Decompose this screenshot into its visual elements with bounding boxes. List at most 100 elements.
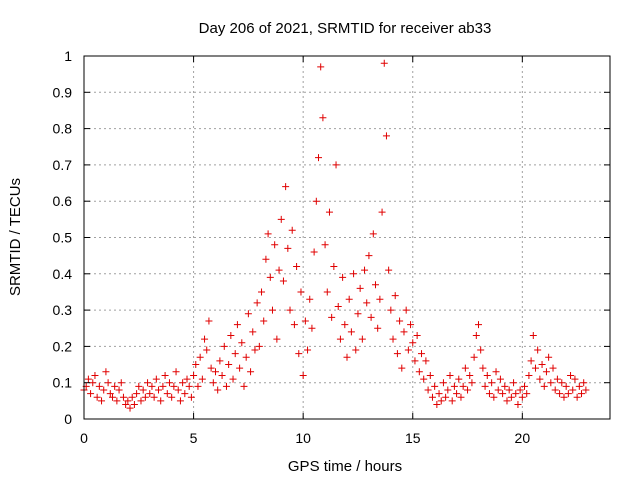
data-points	[80, 59, 590, 412]
data-point	[139, 386, 147, 394]
data-point	[457, 393, 465, 401]
data-point	[453, 390, 461, 398]
data-point	[196, 353, 204, 361]
data-point	[525, 371, 533, 379]
data-point	[315, 154, 323, 162]
data-point	[415, 368, 423, 376]
data-point	[446, 371, 454, 379]
y-tick-label: 0	[64, 411, 72, 427]
data-point	[290, 321, 298, 329]
x-tick-labels: 0 5 10 15 20	[80, 430, 530, 446]
data-point	[341, 321, 349, 329]
data-point	[413, 332, 421, 340]
data-point	[553, 375, 561, 383]
data-point	[356, 284, 364, 292]
data-point	[365, 252, 373, 260]
data-point	[336, 335, 344, 343]
data-point	[275, 266, 283, 274]
data-point	[369, 230, 377, 238]
data-point	[233, 321, 241, 329]
data-point	[117, 379, 125, 387]
data-point	[192, 361, 200, 369]
data-point	[391, 292, 399, 300]
data-point	[505, 386, 513, 394]
data-point	[253, 299, 261, 307]
data-point	[382, 132, 390, 140]
data-point	[174, 386, 182, 394]
data-point	[207, 364, 215, 372]
data-point	[420, 375, 428, 383]
data-point	[240, 382, 248, 390]
data-point	[319, 114, 327, 122]
data-point	[93, 393, 101, 401]
data-point	[402, 306, 410, 314]
data-point	[435, 390, 443, 398]
data-point	[347, 328, 355, 336]
data-point	[492, 368, 500, 376]
data-point	[396, 317, 404, 325]
y-tick-label: 0.6	[53, 193, 73, 209]
data-point	[218, 371, 226, 379]
x-tick-label: 5	[190, 430, 198, 446]
data-point	[205, 317, 213, 325]
y-tick-label: 0.9	[53, 84, 73, 100]
data-point	[95, 382, 103, 390]
y-tick-label: 1	[64, 48, 72, 64]
x-tick-label: 15	[405, 430, 421, 446]
data-point	[507, 393, 515, 401]
data-point	[578, 390, 586, 398]
data-point	[501, 382, 509, 390]
data-point	[229, 375, 237, 383]
data-point	[558, 379, 566, 387]
data-point	[157, 397, 165, 405]
data-point	[299, 371, 307, 379]
data-point	[198, 375, 206, 383]
data-point	[571, 375, 579, 383]
data-point	[573, 393, 581, 401]
data-point	[444, 386, 452, 394]
data-point	[255, 342, 263, 350]
grid-lines	[84, 56, 610, 419]
data-point	[483, 371, 491, 379]
data-point	[488, 379, 496, 387]
data-point	[547, 379, 555, 387]
y-tick-label: 0.1	[53, 375, 73, 391]
data-point	[249, 328, 257, 336]
x-axis-label: GPS time / hours	[288, 458, 402, 475]
data-point	[459, 382, 467, 390]
y-tick-label: 0.3	[53, 302, 73, 318]
data-point	[100, 386, 108, 394]
data-point	[264, 230, 272, 238]
data-point	[534, 346, 542, 354]
data-point	[108, 393, 116, 401]
data-point	[466, 371, 474, 379]
y-tick-labels: 0 0.1 0.2 0.3 0.4 0.5 0.6 0.7 0.8 0.9 1	[53, 48, 73, 427]
data-point	[575, 382, 583, 390]
data-point	[393, 350, 401, 358]
data-point	[556, 390, 564, 398]
data-point	[165, 379, 173, 387]
data-point	[376, 295, 384, 303]
data-point	[144, 379, 152, 387]
data-point	[385, 266, 393, 274]
data-point	[512, 390, 520, 398]
chart-title: Day 206 of 2021, SRMTID for receiver ab3…	[199, 20, 492, 37]
data-point	[176, 397, 184, 405]
data-point	[159, 382, 167, 390]
data-point	[424, 386, 432, 394]
data-point	[529, 332, 537, 340]
data-point	[91, 371, 99, 379]
data-point	[181, 390, 189, 398]
y-tick-label: 0.5	[53, 230, 73, 246]
data-point	[288, 226, 296, 234]
data-point	[490, 393, 498, 401]
data-point	[455, 375, 463, 383]
data-point	[163, 390, 171, 398]
data-point	[185, 382, 193, 390]
data-point	[128, 393, 136, 401]
data-point	[236, 364, 244, 372]
data-point	[378, 208, 386, 216]
data-point	[582, 386, 590, 394]
data-point	[295, 350, 303, 358]
data-point	[258, 288, 266, 296]
